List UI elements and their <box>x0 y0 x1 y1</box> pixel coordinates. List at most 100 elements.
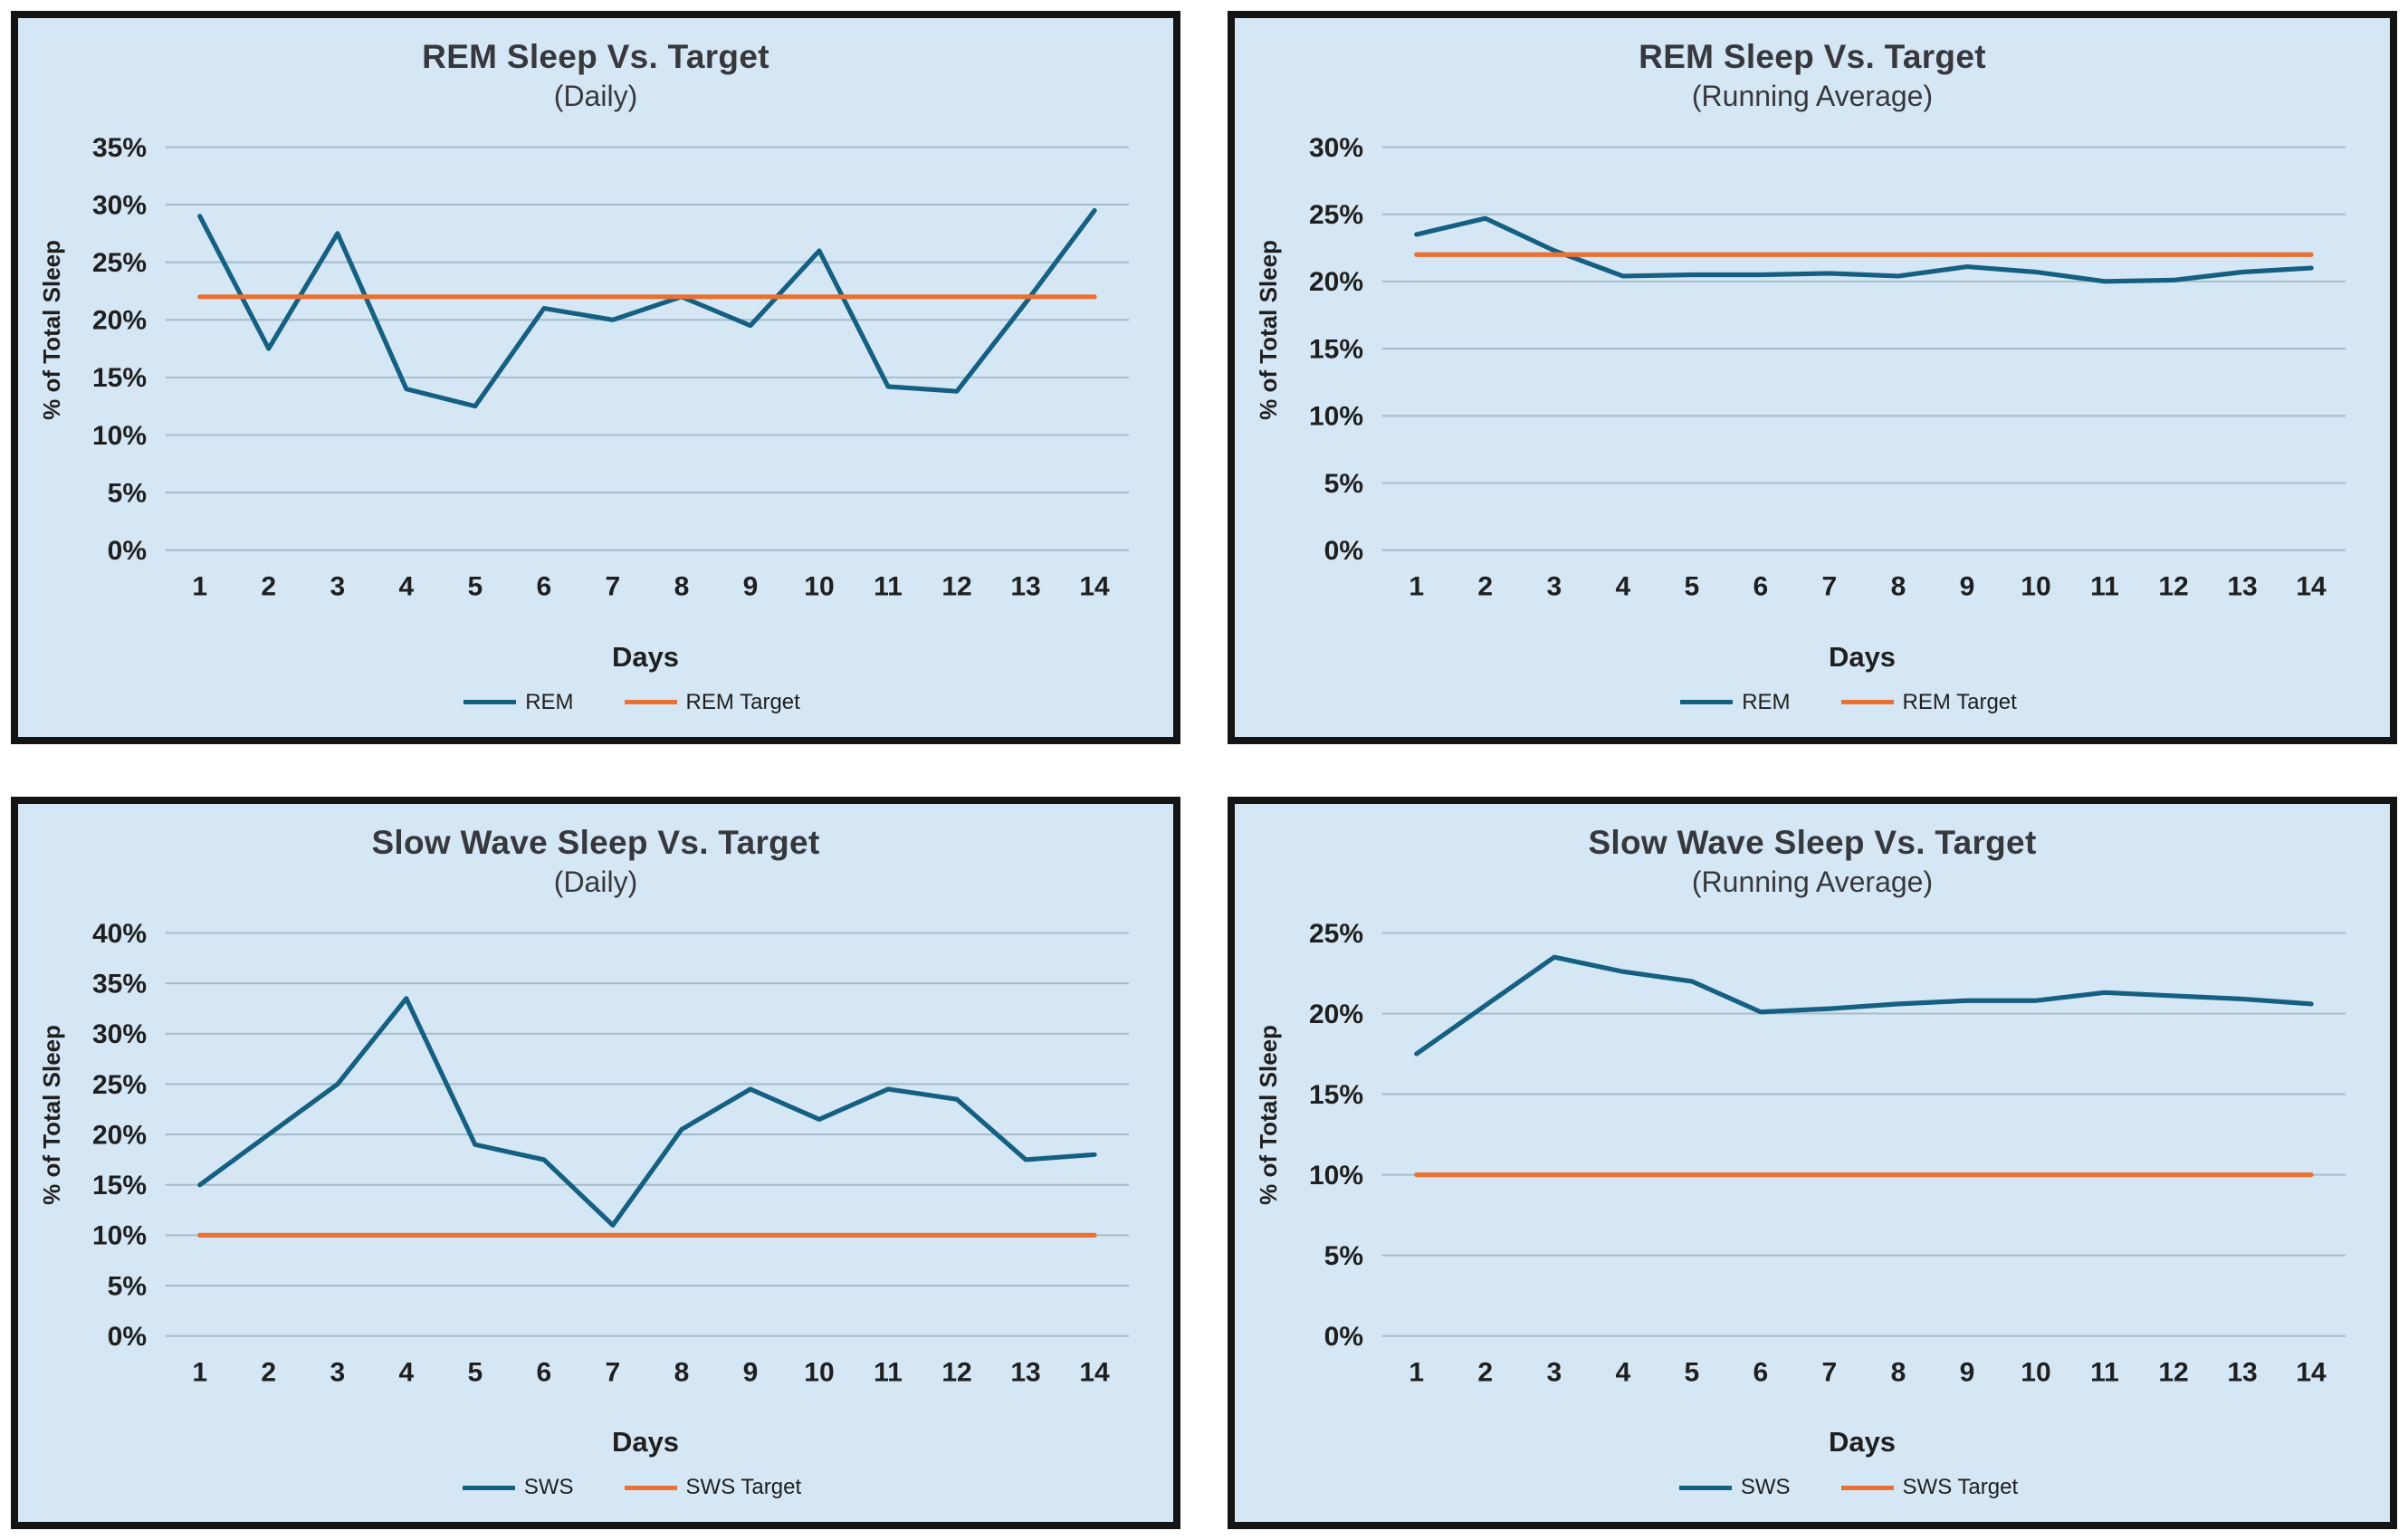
x-tick-label: 7 <box>606 571 621 601</box>
x-tick-label: 5 <box>1685 571 1700 601</box>
x-tick-label: 12 <box>2158 571 2188 601</box>
x-tick-label: 9 <box>1960 1357 1975 1387</box>
legend-line-swatch <box>463 700 517 704</box>
x-tick-label: 13 <box>1010 571 1040 601</box>
x-axis-title: Days <box>1828 1426 1897 1458</box>
chart-title: REM Sleep Vs. Target <box>1639 38 1986 75</box>
chart-panel-rem-running-average: REM Sleep Vs. Target (Running Average) %… <box>1228 11 2397 744</box>
x-axis-title: Days <box>1828 640 1897 673</box>
x-tick-label: 4 <box>1615 1357 1630 1387</box>
x-tick-label: 14 <box>1079 571 1110 601</box>
x-tick-label: 6 <box>1753 571 1769 601</box>
legend-line-swatch <box>1840 700 1894 704</box>
x-tick-label: 8 <box>1891 571 1906 601</box>
legend-line-swatch <box>624 700 677 704</box>
legend-label: REM <box>525 689 574 714</box>
y-tick-label: 35% <box>92 969 147 999</box>
y-tick-label: 5% <box>108 1271 147 1301</box>
x-tick-label: 3 <box>330 1357 345 1387</box>
x-tick-label: 10 <box>804 1357 834 1387</box>
plot-row: % of Total Sleep 0% 5% 10% 15% 20% 25% 30% 1 2 3 4… <box>1255 119 2370 641</box>
y-axis-title: % of Total Sleep <box>1255 239 1282 420</box>
x-tick-label: 5 <box>1685 1357 1700 1387</box>
y-tick-label: 15% <box>92 1171 147 1200</box>
x-tick-label: 9 <box>743 571 759 601</box>
legend: REM REM Target <box>38 690 1153 715</box>
legend-item-rem: REM <box>463 689 574 715</box>
legend-label: SWS Target <box>1902 1475 2019 1499</box>
x-tick-label: 3 <box>330 571 345 601</box>
y-tick-label: 35% <box>92 133 147 163</box>
y-tick-label: 30% <box>1309 133 1363 163</box>
legend-line-swatch <box>624 1485 677 1490</box>
legend-item-sws-target: SWS Target <box>624 1475 802 1500</box>
x-tick-label: 13 <box>2227 571 2257 601</box>
y-tick-label: 0% <box>1324 536 1363 566</box>
chart-subtitle: (Daily) <box>553 80 638 112</box>
y-tick-label: 10% <box>1309 402 1363 432</box>
series-line-rem <box>197 207 1097 409</box>
legend-line-swatch <box>1680 700 1734 704</box>
x-tick-label: 7 <box>606 1357 621 1387</box>
x-tick-label: 14 <box>1079 1357 1110 1387</box>
x-tick-label: 8 <box>674 571 690 601</box>
x-tick-label: 6 <box>537 571 552 601</box>
legend-label: SWS Target <box>685 1475 802 1499</box>
x-tick-label: 2 <box>261 571 276 601</box>
chart-subtitle: (Running Average) <box>1691 865 1934 898</box>
y-tick-label: 0% <box>108 1322 147 1352</box>
legend: SWS SWS Target <box>1255 1475 2370 1500</box>
legend-line-swatch <box>462 1485 515 1490</box>
y-tick-label: 5% <box>1324 469 1363 499</box>
legend-label: SWS <box>1740 1475 1791 1499</box>
chart-panel-sws-running-average: Slow Wave Sleep Vs. Target (Running Aver… <box>1228 796 2397 1529</box>
x-tick-label: 14 <box>2296 1357 2327 1387</box>
y-axis-title: % of Total Sleep <box>1255 1025 1282 1206</box>
y-tick-label: 20% <box>1309 267 1363 297</box>
legend-item-sws: SWS <box>1678 1475 1791 1500</box>
x-tick-label: 11 <box>874 1357 903 1387</box>
plot-area-svg: 0%5%10%15%20%25%30%1 2 3 4 5 6 7 8 9 10 11 12 13 14 <box>1309 133 2346 601</box>
x-tick-label: 2 <box>1477 1357 1493 1387</box>
x-tick-label: 13 <box>1010 1357 1040 1387</box>
y-tick-label: 25% <box>1309 200 1363 230</box>
y-tick-label: 30% <box>92 190 147 220</box>
x-tick-label: 10 <box>2021 1357 2050 1387</box>
x-tick-label: 11 <box>874 571 903 601</box>
y-tick-label: 10% <box>92 421 147 451</box>
y-tick-label: 0% <box>1324 1322 1363 1352</box>
y-tick-label: 5% <box>1324 1240 1363 1270</box>
x-tick-label: 1 <box>1409 1357 1424 1387</box>
x-tick-label: 14 <box>2296 571 2327 601</box>
plot-row: % of Total Sleep 0% 5% 10% 15% 20% 25% 1 2 3 4 5 6 7… <box>1255 904 2370 1427</box>
x-tick-label: 6 <box>537 1357 552 1387</box>
legend-label: REM Target <box>1902 689 2017 714</box>
legend-item-sws: SWS <box>462 1475 574 1500</box>
x-tick-label: 4 <box>1615 571 1630 601</box>
x-tick-label: 3 <box>1546 1357 1562 1387</box>
x-tick-label: 9 <box>743 1357 759 1387</box>
chart-subtitle: (Running Average) <box>1691 80 1934 112</box>
x-tick-label: 1 <box>1409 571 1424 601</box>
y-tick-label: 5% <box>108 478 147 508</box>
x-tick-label: 8 <box>674 1357 690 1387</box>
legend-line-swatch <box>1840 1485 1894 1490</box>
y-tick-label: 0% <box>108 536 147 566</box>
y-tick-label: 40% <box>92 918 147 948</box>
x-axis-title: Days <box>611 1426 680 1458</box>
y-tick-label: 25% <box>92 1069 147 1099</box>
plot-row: % of Total Sleep 0% 5% 10% 15% 20% 25% 30% 35% 4… <box>38 904 1153 1427</box>
x-tick-label: 11 <box>2090 571 2119 601</box>
y-tick-label: 25% <box>92 248 147 278</box>
y-tick-label: 20% <box>92 306 147 336</box>
chart-title: Slow Wave Sleep Vs. Target <box>1588 823 2037 861</box>
x-axis-title: Days <box>611 640 680 673</box>
x-tick-label: 7 <box>1822 571 1838 601</box>
chart-panel-rem-daily: REM Sleep Vs. Target (Daily) % of Total … <box>11 11 1180 744</box>
plot-area-svg: 0%5%10%15%20%25%30%35%40%1 2 3 4 5 6 7 8 9 10 11 12… <box>92 918 1130 1387</box>
x-tick-label: 5 <box>468 1357 483 1387</box>
y-tick-label: 25% <box>1309 918 1363 948</box>
legend-item-sws-target: SWS Target <box>1840 1475 2019 1500</box>
x-tick-label: 7 <box>1822 1357 1838 1387</box>
